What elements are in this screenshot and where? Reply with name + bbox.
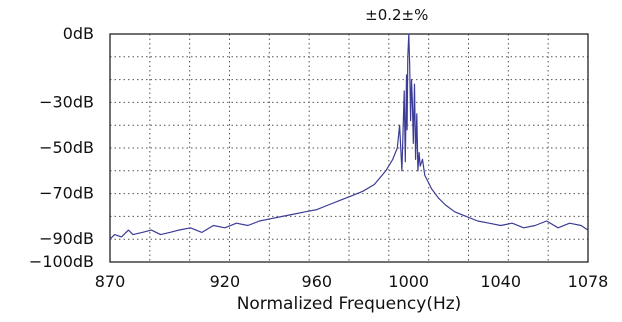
x-tick-label: 1000	[388, 272, 429, 291]
x-tick-label: 920	[210, 272, 241, 291]
y-tick-label: −70dB	[39, 184, 94, 203]
y-tick-label: −100dB	[29, 252, 94, 271]
y-tick-label: −50dB	[39, 138, 94, 157]
x-tick-label: 1078	[568, 272, 609, 291]
center-annotation: ±0.2±%	[365, 6, 428, 24]
plot-frame	[109, 33, 589, 263]
x-axis-title: Normalized Frequency(Hz)	[237, 294, 462, 314]
x-tick-label: 960	[302, 272, 333, 291]
series-group	[109, 33, 589, 240]
y-tick-labels: 0dB −30dB −50dB −70dB −90dB −100dB	[29, 24, 94, 271]
x-tick-label: 870	[95, 272, 126, 291]
y-tick-label: −30dB	[39, 92, 94, 111]
y-tick-label: −90dB	[39, 229, 94, 248]
x-tick-label: 1040	[480, 272, 521, 291]
x-tick-labels: 870 920 960 1000 1040 1078	[95, 272, 609, 291]
series-line	[109, 33, 589, 240]
y-tick-label: 0dB	[63, 24, 94, 43]
grid-lines	[110, 34, 588, 262]
